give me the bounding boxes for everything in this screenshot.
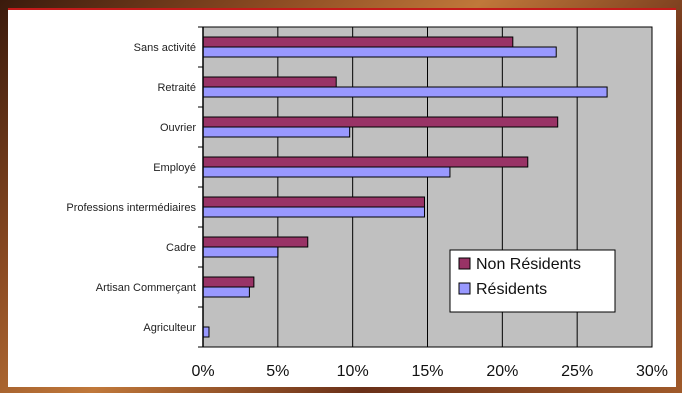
legend-label-non-residents: Non Résidents <box>476 256 581 273</box>
x-tick-label: 10% <box>337 363 369 380</box>
chart-panel: Sans activité Retraité Ouvrier Employé Profe… <box>8 8 676 387</box>
bar-non-residents-professions-intermediaires <box>202 196 426 208</box>
bar-residents-agriculteur <box>202 326 210 338</box>
legend-box <box>449 249 616 313</box>
category-label: Professions intermédiaires <box>66 202 196 214</box>
legend-label-residents: Résidents <box>476 281 547 298</box>
x-tick-label: 20% <box>486 363 518 380</box>
bar-non-residents-employe <box>202 156 529 168</box>
x-tick-label: 30% <box>636 363 668 380</box>
category-label: Cadre <box>166 242 196 254</box>
bar-non-residents-retraite <box>202 76 337 88</box>
bar-non-residents-cadre <box>202 236 309 248</box>
category-label: Retraité <box>157 82 196 94</box>
x-tick-label: 0% <box>191 363 214 380</box>
category-label: Sans activité <box>134 42 196 54</box>
x-tick-label: 15% <box>411 363 443 380</box>
x-tick-label: 25% <box>561 363 593 380</box>
bar-residents-cadre <box>202 246 279 258</box>
legend-swatch-residents <box>458 282 471 295</box>
bar-non-residents-ouvrier <box>202 116 559 128</box>
category-label: Agriculteur <box>143 322 196 334</box>
x-tick-label: 5% <box>266 363 289 380</box>
legend-swatch-non-residents <box>458 257 471 270</box>
bar-residents-ouvrier <box>202 126 351 138</box>
bar-residents-retraite <box>202 86 608 98</box>
bar-residents-professions-intermediaires <box>202 206 426 218</box>
bar-residents-sans-activite <box>202 46 557 58</box>
category-label: Employé <box>153 162 196 174</box>
bar-non-residents-sans-activite <box>202 36 514 48</box>
category-label: Ouvrier <box>160 122 196 134</box>
bar-chart: Sans activité Retraité Ouvrier Employé Profe… <box>66 26 668 380</box>
bar-residents-artisan-commercant <box>202 286 250 298</box>
category-label: Artisan Commerçant <box>96 282 196 294</box>
bar-non-residents-artisan-commercant <box>202 276 255 288</box>
bar-residents-employe <box>202 166 451 178</box>
